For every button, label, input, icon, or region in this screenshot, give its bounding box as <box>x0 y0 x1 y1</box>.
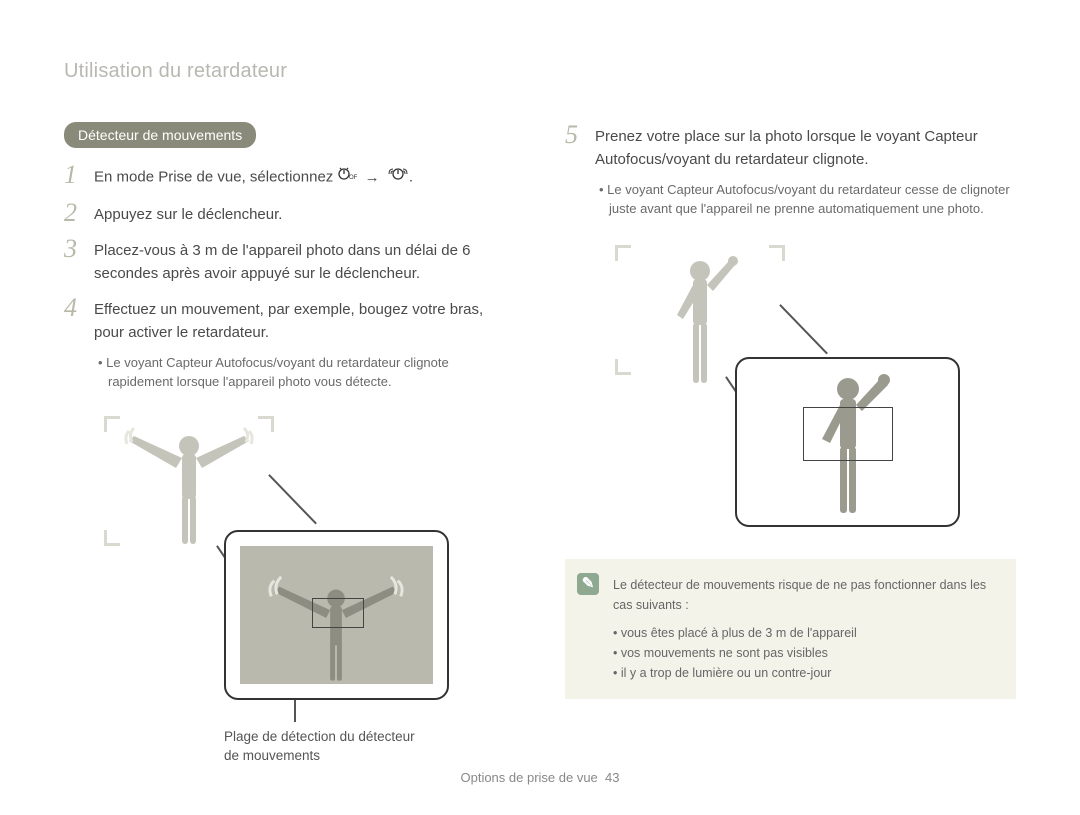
step-5-bullet: Le voyant Capteur Autofocus/voyant du re… <box>565 181 1016 219</box>
step-text: Appuyez sur le déclencheur. <box>94 200 515 227</box>
camera-inset-view-2 <box>735 357 960 527</box>
figure-motion-detection: Plage de détection du détecteur de mouve… <box>64 410 515 740</box>
camera-inset-view <box>224 530 449 700</box>
step-text: Prenez votre place sur la photo lorsque … <box>595 122 1016 171</box>
step-1: 1 En mode Prise de vue, sélectionnez OFF… <box>64 162 515 190</box>
step-number: 4 <box>64 295 84 321</box>
step-4: 4 Effectuez un mouvement, par exemple, b… <box>64 295 515 344</box>
step-2: 2 Appuyez sur le déclencheur. <box>64 200 515 227</box>
note-intro: Le détecteur de mouvements risque de ne … <box>613 575 998 615</box>
left-column: Détecteur de mouvements 1 En mode Prise … <box>64 122 515 740</box>
step-4-bullet: Le voyant Capteur Autofocus/voyant du re… <box>64 354 515 392</box>
step-5: 5 Prenez votre place sur la photo lorsqu… <box>565 122 1016 171</box>
right-column: 5 Prenez votre place sur la photo lorsqu… <box>565 122 1016 740</box>
page-footer: Options de prise de vue 43 <box>0 770 1080 785</box>
note-box: ✎ Le détecteur de mouvements risque de n… <box>565 559 1016 699</box>
content-columns: Détecteur de mouvements 1 En mode Prise … <box>64 122 1016 740</box>
step-text: Effectuez un mouvement, par exemple, bou… <box>94 295 515 344</box>
note-icon: ✎ <box>577 573 599 595</box>
step-number: 2 <box>64 200 84 226</box>
motion-timer-icon <box>387 166 409 190</box>
svg-text:OFF: OFF <box>349 175 357 181</box>
person-arms-spread-icon <box>104 416 274 546</box>
step-text: Placez-vous à 3 m de l'appareil photo da… <box>94 236 515 285</box>
page-title: Utilisation du retardateur <box>64 60 287 83</box>
step-number: 1 <box>64 162 84 188</box>
step-3: 3 Placez-vous à 3 m de l'appareil photo … <box>64 236 515 285</box>
figure-caption: Plage de détection du détecteur de mouve… <box>224 728 424 766</box>
figure-pose-ready <box>565 239 1016 539</box>
section-badge: Détecteur de mouvements <box>64 122 256 148</box>
note-item: vous êtes placé à plus de 3 m de l'appar… <box>613 623 998 643</box>
note-item: il y a trop de lumière ou un contre-jour <box>613 663 998 683</box>
timer-off-icon: OFF <box>337 166 357 190</box>
step-number: 5 <box>565 122 585 148</box>
step-text: En mode Prise de vue, sélectionnez OFF →… <box>94 162 515 190</box>
note-item: vos mouvements ne sont pas visibles <box>613 643 998 663</box>
step-number: 3 <box>64 236 84 262</box>
